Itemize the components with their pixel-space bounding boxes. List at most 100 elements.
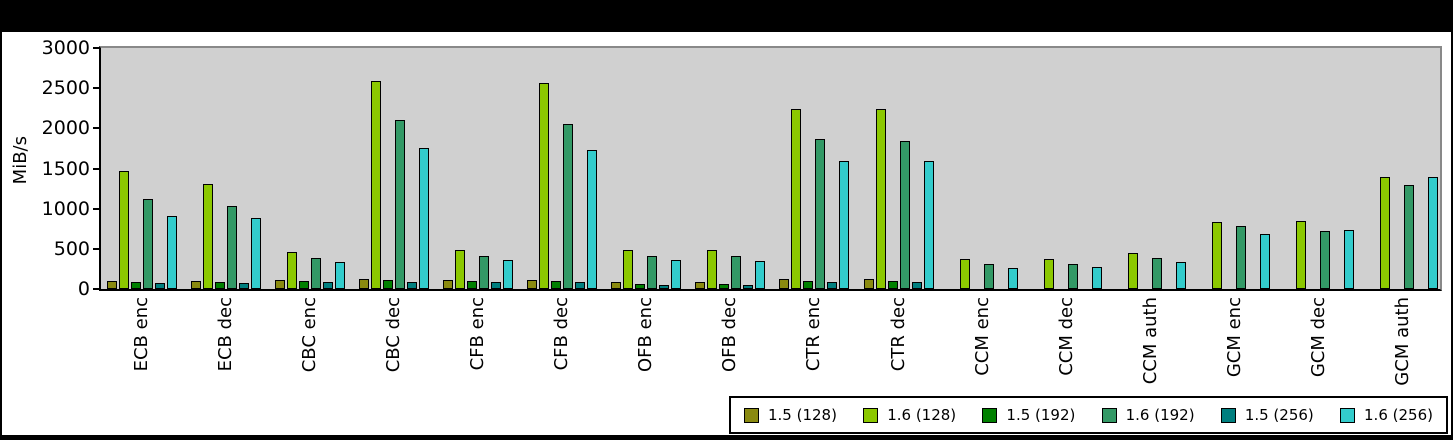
legend-label: 1.6 (192) xyxy=(1125,406,1195,424)
bar xyxy=(1259,234,1270,289)
legend-label: 1.6 (256) xyxy=(1364,406,1433,424)
y-tick-mark xyxy=(93,247,99,250)
bar xyxy=(455,250,466,289)
y-tick-label: 1500 xyxy=(41,157,90,180)
x-category-label: CTR dec xyxy=(887,297,909,372)
bar xyxy=(119,171,129,289)
bar xyxy=(611,282,622,289)
bar-group xyxy=(1284,48,1354,289)
bar xyxy=(899,141,910,289)
y-tick-label: 2500 xyxy=(41,77,90,100)
bar xyxy=(1211,222,1222,289)
bar xyxy=(1343,230,1354,289)
legend-swatch xyxy=(982,407,998,423)
bar xyxy=(1403,185,1414,289)
legend-swatch xyxy=(1340,407,1356,423)
bar-group xyxy=(443,48,514,289)
bar xyxy=(647,256,658,289)
bar xyxy=(467,281,478,289)
x-category-label: ECB dec xyxy=(215,297,237,372)
bar xyxy=(803,281,814,289)
bar-group xyxy=(779,48,850,289)
bar-group xyxy=(863,48,934,289)
x-category-label: ECB enc xyxy=(131,297,152,372)
bar xyxy=(551,281,562,289)
y-tick-mark xyxy=(93,167,99,170)
bar xyxy=(227,206,238,289)
bar xyxy=(287,252,298,289)
legend-label: 1.5 (128) xyxy=(768,406,837,424)
plot-area xyxy=(99,46,1442,291)
bar xyxy=(395,120,406,289)
bar xyxy=(791,109,802,289)
y-tick-mark xyxy=(93,127,99,130)
x-category-label: CBC enc xyxy=(299,297,321,373)
bar-group xyxy=(695,48,766,289)
bar xyxy=(1235,226,1246,289)
legend-swatch xyxy=(863,407,879,423)
bar-group xyxy=(1032,48,1102,289)
bar xyxy=(251,218,262,289)
legend-item: 1.6 (192) xyxy=(1101,406,1195,424)
bar xyxy=(419,148,430,289)
bar xyxy=(743,285,754,289)
bar xyxy=(983,264,994,289)
bar xyxy=(1319,231,1330,289)
bar xyxy=(143,199,153,289)
bar xyxy=(1295,221,1306,289)
x-category-label: GCM auth xyxy=(1391,297,1413,386)
bar xyxy=(959,259,970,289)
bar xyxy=(203,184,214,289)
bar xyxy=(587,150,598,289)
x-category-label: CCM dec xyxy=(1055,297,1077,376)
bar-group xyxy=(1200,48,1270,289)
legend-item: 1.6 (256) xyxy=(1340,406,1433,424)
bar xyxy=(719,284,730,289)
bar xyxy=(215,282,226,289)
bar-group xyxy=(527,48,598,289)
legend-swatch xyxy=(1220,407,1236,423)
bar xyxy=(167,216,177,289)
bar xyxy=(491,282,502,289)
legend-swatch xyxy=(1101,407,1117,423)
legend-item: 1.5 (256) xyxy=(1220,406,1314,424)
bar xyxy=(1127,253,1138,289)
bar-group xyxy=(948,48,1018,289)
legend-label: 1.5 (192) xyxy=(1006,406,1076,424)
bar xyxy=(527,280,538,289)
chart-canvas: MiB/s 3000 2500 2000 1500 1000 500 0 ECB enc EC… xyxy=(2,32,1451,435)
bar xyxy=(503,260,514,289)
bar-group xyxy=(1116,48,1186,289)
bar xyxy=(479,256,490,289)
bar xyxy=(1427,177,1438,289)
bar xyxy=(635,284,646,289)
y-tick-label: 3000 xyxy=(41,37,90,59)
bar xyxy=(323,282,334,289)
bar xyxy=(563,124,574,289)
legend-swatch xyxy=(744,407,759,423)
bar xyxy=(1091,267,1102,289)
bar xyxy=(539,83,550,289)
bar xyxy=(779,279,790,289)
x-category-label: CCM enc xyxy=(971,297,993,376)
bar xyxy=(623,250,634,289)
bar xyxy=(575,282,586,289)
x-category-label: OFB dec xyxy=(719,297,741,372)
legend-item: 1.6 (128) xyxy=(863,406,956,424)
bar xyxy=(107,281,117,289)
bar-group xyxy=(107,48,177,289)
bar xyxy=(359,279,370,289)
bar xyxy=(1067,264,1078,289)
legend-item: 1.5 (192) xyxy=(982,406,1075,424)
y-tick-mark xyxy=(93,207,99,210)
bar-group xyxy=(359,48,430,289)
bar xyxy=(311,258,322,289)
bar xyxy=(335,262,346,289)
bar xyxy=(299,281,310,289)
bar xyxy=(887,281,898,289)
x-category-label: OFB enc xyxy=(635,297,657,372)
bar xyxy=(755,261,766,289)
x-category-label: CFB enc xyxy=(467,297,489,371)
bar xyxy=(731,256,742,289)
